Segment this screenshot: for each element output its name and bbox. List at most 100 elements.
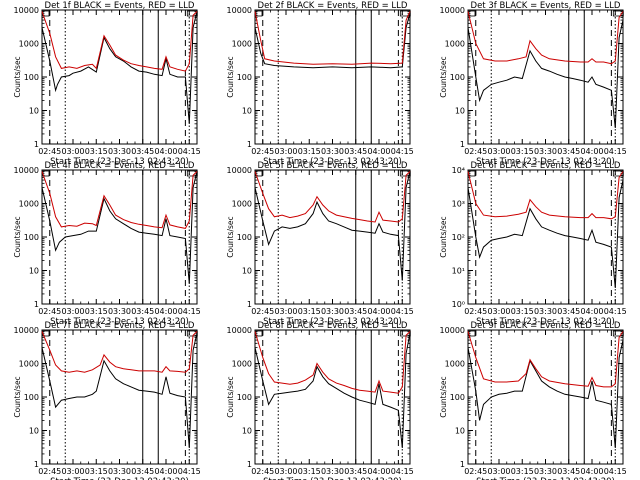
panel-5-ylabel: Counts/sec bbox=[226, 216, 235, 257]
panel-2-ytick-label: 100 bbox=[237, 73, 252, 82]
panel-1-xtick-label: 03:00 bbox=[61, 147, 84, 156]
panel-5-xtick-label: 03:00 bbox=[274, 307, 297, 316]
panel-6-ytick-label: 10³ bbox=[452, 200, 465, 209]
panel-2-ytick-label: 1 bbox=[247, 140, 252, 149]
panel-1-xtick-label: 04:00 bbox=[154, 147, 177, 156]
panel-4-title: Det 4f BLACK = Events, RED = LLD bbox=[45, 161, 195, 171]
panel-1-ytick-label: 100 bbox=[24, 73, 39, 82]
panel-4-ylabel: Counts/sec bbox=[13, 216, 22, 257]
panel-9-xtick-label: 03:15 bbox=[511, 467, 534, 476]
panel-2-title: Det 2f BLACK = Events, RED = LLD bbox=[258, 1, 408, 11]
panel-4-ytick-label: 1000 bbox=[19, 200, 39, 209]
panel-8-xtick-label: 04:00 bbox=[367, 467, 390, 476]
panel-9-ytick-label: 100 bbox=[450, 393, 465, 402]
panel-5-xtick-label: 04:15 bbox=[391, 307, 414, 316]
panel-6-ylabel: Counts/sec bbox=[439, 216, 448, 257]
panel-2-xtick-label: 02:45 bbox=[251, 147, 274, 156]
panel-8-ytick-label: 1 bbox=[247, 460, 252, 469]
panel-9-xtick-label: 03:30 bbox=[534, 467, 557, 476]
panel-6-xtick-label: 03:15 bbox=[511, 307, 534, 316]
panel-9-ylabel: Counts/sec bbox=[439, 376, 448, 417]
panel-3-ytick-label: 1000 bbox=[445, 40, 465, 49]
panel-2-xtick-label: 03:00 bbox=[274, 147, 297, 156]
panel-6-ytick-label: 10² bbox=[452, 233, 465, 242]
panel-5-lld-line bbox=[254, 171, 411, 223]
panel-4-ytick-label: 10000 bbox=[14, 166, 39, 175]
panel-8-xlabel: Start Time (23-Dec-13 02:43:20) bbox=[263, 477, 402, 480]
panel-7-ytick-label: 100 bbox=[24, 393, 39, 402]
panel-1-xtick-label: 04:15 bbox=[178, 147, 201, 156]
panel-2-lld-line bbox=[254, 11, 411, 65]
panel-6-xtick-label: 02:45 bbox=[464, 307, 487, 316]
panel-3-xtick-label: 04:00 bbox=[580, 147, 603, 156]
panel-9-xlabel: Start Time (23-Dec-13 02:43:20) bbox=[476, 477, 615, 480]
panel-3-xtick-label: 03:00 bbox=[487, 147, 510, 156]
panel-6-xtick-label: 04:15 bbox=[604, 307, 627, 316]
panel-4-xtick-label: 03:15 bbox=[85, 307, 108, 316]
panel-4-ytick-label: 10 bbox=[29, 267, 39, 276]
panel-8-ytick-label: 10 bbox=[242, 427, 252, 436]
panel-6-ytick-label: 10¹ bbox=[452, 267, 465, 276]
panel-5-xtick-label: 02:45 bbox=[251, 307, 274, 316]
panel-3-ytick-label: 1 bbox=[460, 140, 465, 149]
panel-9-lld-line bbox=[467, 331, 624, 388]
panel-9-ytick-label: 10000 bbox=[440, 326, 465, 335]
panel-1-lld-line bbox=[41, 11, 198, 72]
panel-3-ytick-label: 10 bbox=[455, 107, 465, 116]
panel-5-events-line bbox=[254, 171, 411, 281]
panel-9-events-line bbox=[467, 339, 624, 449]
panel-5-ytick-label: 1000 bbox=[232, 200, 252, 209]
panel-6-xtick-label: 04:00 bbox=[580, 307, 603, 316]
panel-3-corner-marker-right bbox=[612, 10, 624, 17]
panel-3-ytick-label: 100 bbox=[450, 73, 465, 82]
panel-2-corner-marker-left bbox=[255, 10, 263, 17]
panel-1-corner-marker-right bbox=[186, 10, 198, 17]
panel-9-xtick-label: 04:00 bbox=[580, 467, 603, 476]
panel-1-events-line bbox=[41, 11, 198, 124]
panel-1-xtick-label: 02:45 bbox=[38, 147, 61, 156]
panel-1-ytick-label: 1 bbox=[34, 140, 39, 149]
panel-2-xlabel: Start Time (23-Dec-13 02:43:20) bbox=[263, 157, 402, 167]
panel-1-xtick-label: 03:45 bbox=[131, 147, 154, 156]
panel-3-xtick-label: 04:15 bbox=[604, 147, 627, 156]
panel-2-xtick-label: 03:45 bbox=[344, 147, 367, 156]
panel-8-events-line bbox=[254, 333, 411, 449]
panel-5-ytick-label: 10 bbox=[242, 267, 252, 276]
panel-4-corner-marker-right bbox=[186, 170, 198, 177]
panel-3-events-line bbox=[467, 19, 624, 129]
panel-4-ytick-label: 1 bbox=[34, 300, 39, 309]
panel-8-xtick-label: 03:00 bbox=[274, 467, 297, 476]
panel-3-lld-line bbox=[467, 11, 624, 65]
panel-2-ytick-label: 1000 bbox=[232, 40, 252, 49]
panel-1-ytick-label: 10000 bbox=[14, 6, 39, 15]
panel-2-events-line bbox=[254, 13, 411, 69]
panel-8-ylabel: Counts/sec bbox=[226, 376, 235, 417]
panel-7-xtick-label: 04:15 bbox=[178, 467, 201, 476]
panel-5-corner-marker-right bbox=[399, 170, 411, 177]
panel-6-xlabel: Start Time (23-Dec-13 02:43:20) bbox=[476, 317, 615, 327]
panel-2-ylabel: Counts/sec bbox=[226, 56, 235, 97]
panel-7-xtick-label: 03:45 bbox=[131, 467, 154, 476]
panel-2-ytick-label: 10 bbox=[242, 107, 252, 116]
panel-2-ytick-label: 10000 bbox=[227, 6, 252, 15]
panel-1-ytick-label: 10 bbox=[29, 107, 39, 116]
panel-8-xtick-label: 02:45 bbox=[251, 467, 274, 476]
panel-3-ylabel: Counts/sec bbox=[439, 56, 448, 97]
panel-8-ytick-label: 100 bbox=[237, 393, 252, 402]
panel-5-xlabel: Start Time (23-Dec-13 02:43:20) bbox=[263, 317, 402, 327]
panel-3-xtick-label: 02:45 bbox=[464, 147, 487, 156]
panel-9-ytick-label: 1 bbox=[460, 460, 465, 469]
panel-1-ytick-label: 1000 bbox=[19, 40, 39, 49]
panel-3-ytick-label: 10000 bbox=[440, 6, 465, 15]
panel-7-xtick-label: 03:30 bbox=[108, 467, 131, 476]
panel-1-xtick-label: 03:15 bbox=[85, 147, 108, 156]
panel-8-xtick-label: 03:30 bbox=[321, 467, 344, 476]
panel-3-xtick-label: 03:30 bbox=[534, 147, 557, 156]
panel-4-xtick-label: 02:45 bbox=[38, 307, 61, 316]
panel-7-xtick-label: 03:15 bbox=[85, 467, 108, 476]
panel-1-title: Det 1f BLACK = Events, RED = LLD bbox=[45, 1, 195, 11]
panel-4-events-line bbox=[41, 171, 198, 284]
panel-8-title: Det 8f BLACK = Events, RED = LLD bbox=[258, 321, 408, 331]
panel-6-xtick-label: 03:30 bbox=[534, 307, 557, 316]
panel-7-ytick-label: 10 bbox=[29, 427, 39, 436]
